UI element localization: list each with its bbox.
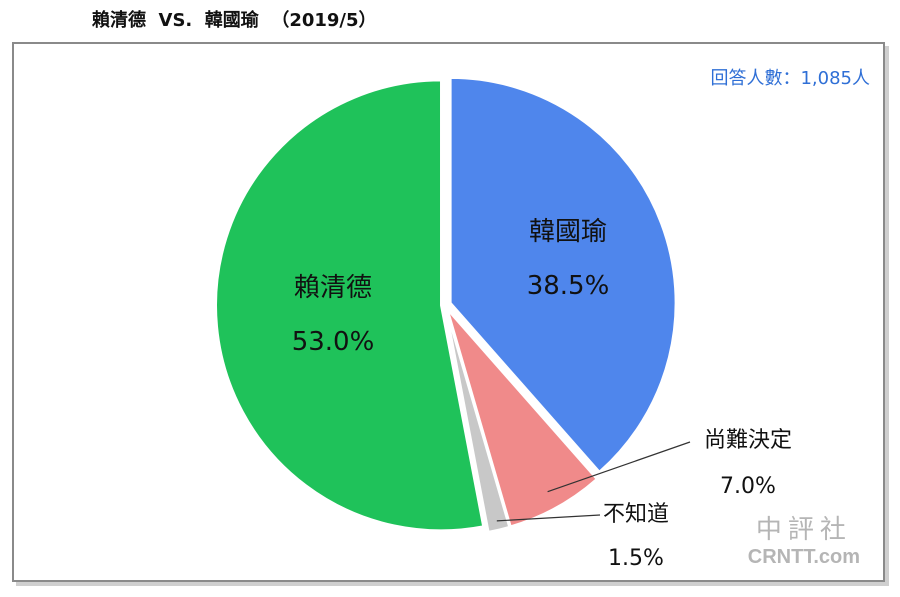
slice-value-3: 53.0% (292, 327, 375, 357)
pie-slice-3 (215, 79, 485, 532)
pie-slice-2 (445, 310, 511, 534)
slice-value-0: 38.5% (527, 271, 610, 301)
slice-label-1: 尚難決定 (704, 428, 792, 453)
leader-line-2 (496, 514, 601, 522)
watermark-cn: 中評社 (755, 515, 852, 545)
chart-title: 賴清德 VS. 韓國瑜 （2019/5） (92, 10, 377, 31)
pie-slice-0 (449, 76, 677, 474)
slice-label-0: 韓國瑜 (529, 217, 607, 247)
slice-label-3: 賴清德 (294, 273, 372, 303)
leader-line-1 (547, 441, 691, 493)
pie-slices (215, 76, 677, 534)
slice-label-2: 不知道 (603, 502, 669, 527)
slice-value-1: 7.0% (720, 474, 776, 499)
slice-labels: 韓國瑜 38.5% 尚難決定 7.0% 不知道 1.5% 賴清德 53.0% (292, 217, 792, 571)
slice-value-2: 1.5% (608, 546, 664, 571)
pie-slice-1 (446, 309, 599, 528)
watermark-en: CRNTT.com (747, 546, 860, 568)
leader-lines (496, 441, 691, 522)
respondent-count: 回答人數：1,085人 (710, 68, 870, 89)
watermark-logo: 中評社 CRNTT.com (748, 509, 860, 569)
